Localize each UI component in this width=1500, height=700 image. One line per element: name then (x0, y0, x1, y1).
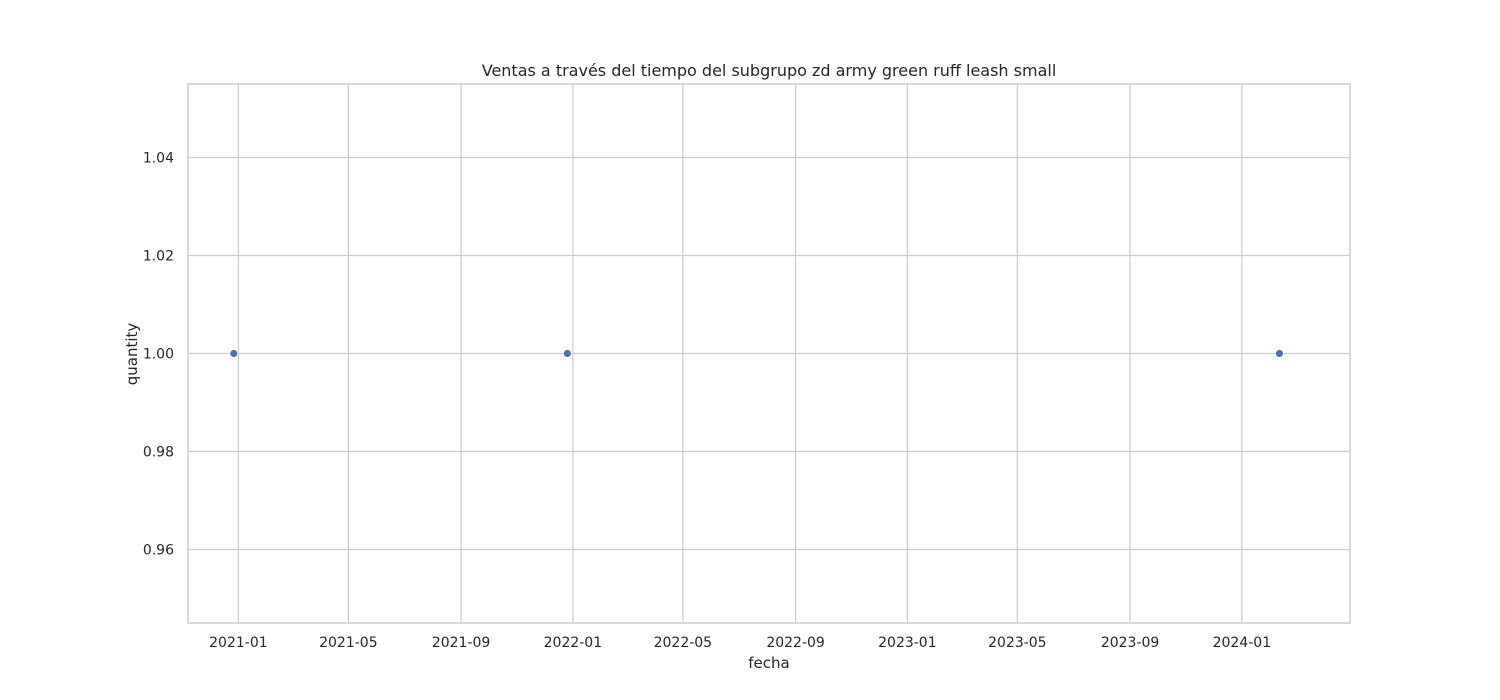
y-tick-label: 1.04 (143, 151, 174, 167)
x-tick-label: 2023-09 (1101, 635, 1160, 651)
data-point (229, 349, 239, 358)
chart-title: Ventas a través del tiempo del subgrupo … (482, 61, 1057, 80)
x-axis-label: fecha (748, 654, 789, 672)
plot-area-frame (187, 83, 1351, 624)
y-tick-label: 1.02 (143, 249, 174, 265)
x-tick-labels: 2021-01 2021-05 2021-09 2022-01 2022-05 2022-… (209, 635, 1271, 651)
x-tick-label: 2021-05 (319, 635, 378, 651)
x-tick-label: 2023-01 (878, 635, 937, 651)
data-point (562, 349, 572, 358)
x-tick-label: 2021-01 (209, 635, 268, 651)
y-axis-label: quantity (123, 323, 141, 386)
y-tick-label: 0.98 (143, 445, 174, 461)
data-points (229, 349, 1284, 358)
x-tick-label: 2021-09 (432, 635, 491, 651)
y-tick-label: 1.00 (143, 347, 174, 363)
y-tick-label: 0.96 (143, 543, 174, 559)
x-tick-label: 2022-09 (766, 635, 825, 651)
y-tick-labels: 0.96 0.98 1.00 1.02 1.04 (143, 151, 174, 559)
x-tick-label: 2023-05 (988, 635, 1047, 651)
x-tick-label: 2024-01 (1213, 635, 1272, 651)
grid-layer (188, 84, 1350, 623)
data-point (1275, 349, 1284, 358)
x-tick-label: 2022-05 (654, 635, 713, 651)
x-tick-label: 2022-01 (544, 635, 603, 651)
